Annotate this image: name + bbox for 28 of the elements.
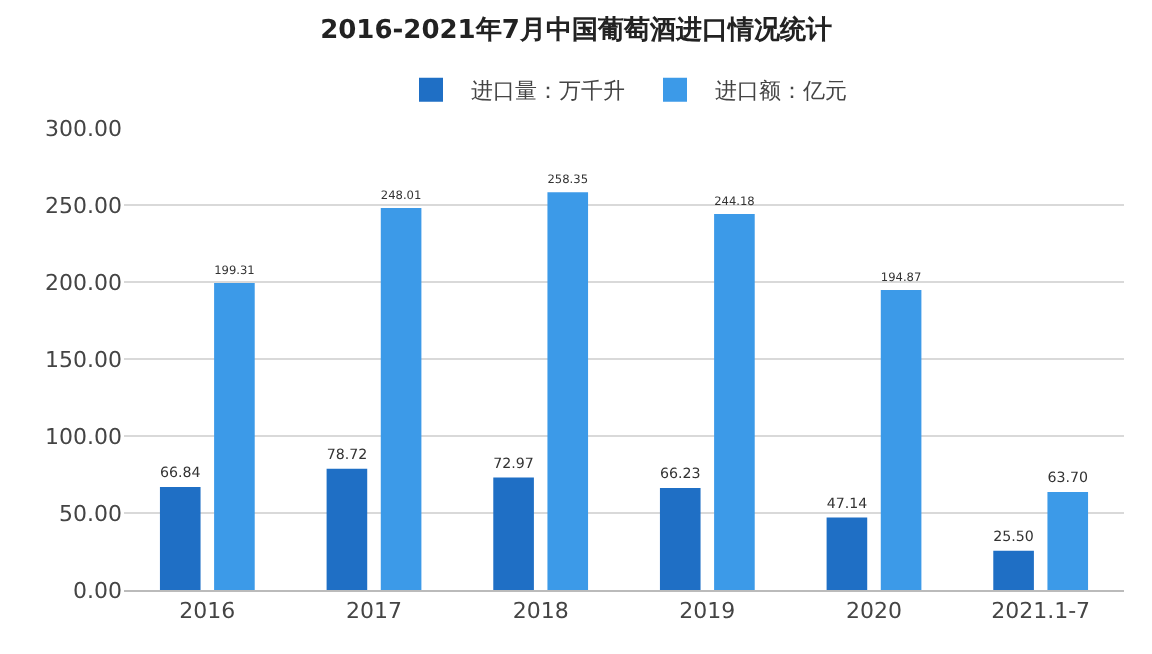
bar (659, 488, 701, 590)
x-tick-label: 2016 (179, 598, 236, 625)
legend-label: 进口量：万千升 (471, 78, 625, 105)
bar (826, 517, 868, 590)
bar (159, 487, 201, 590)
y-tick-label: 150.00 (45, 346, 122, 373)
x-tick-label: 2020 (846, 598, 902, 625)
bar (326, 468, 368, 590)
bar (1047, 491, 1089, 590)
y-tick-label: 0.00 (73, 577, 122, 604)
bar (214, 283, 255, 590)
bar (880, 289, 922, 590)
bar (993, 550, 1034, 590)
x-tick-label: 2017 (346, 598, 402, 625)
y-tick-label: 100.00 (45, 423, 122, 450)
bar (714, 213, 755, 590)
y-tick-label: 300.00 (45, 115, 122, 142)
y-tick-label: 50.00 (59, 500, 122, 527)
y-tick-label: 250.00 (45, 192, 122, 219)
bar (547, 192, 589, 590)
x-tick-label: 2021.1-7 (991, 598, 1091, 625)
legend-label: 进口额：亿元 (715, 78, 847, 105)
chart-title: 2016-2021年7月中国葡萄酒进口情况统计 (320, 13, 832, 46)
x-tick-label: 2019 (679, 598, 736, 625)
y-tick-label: 200.00 (45, 269, 122, 296)
x-tick-label: 2018 (512, 598, 569, 625)
bar (493, 477, 534, 590)
bar (380, 208, 422, 590)
